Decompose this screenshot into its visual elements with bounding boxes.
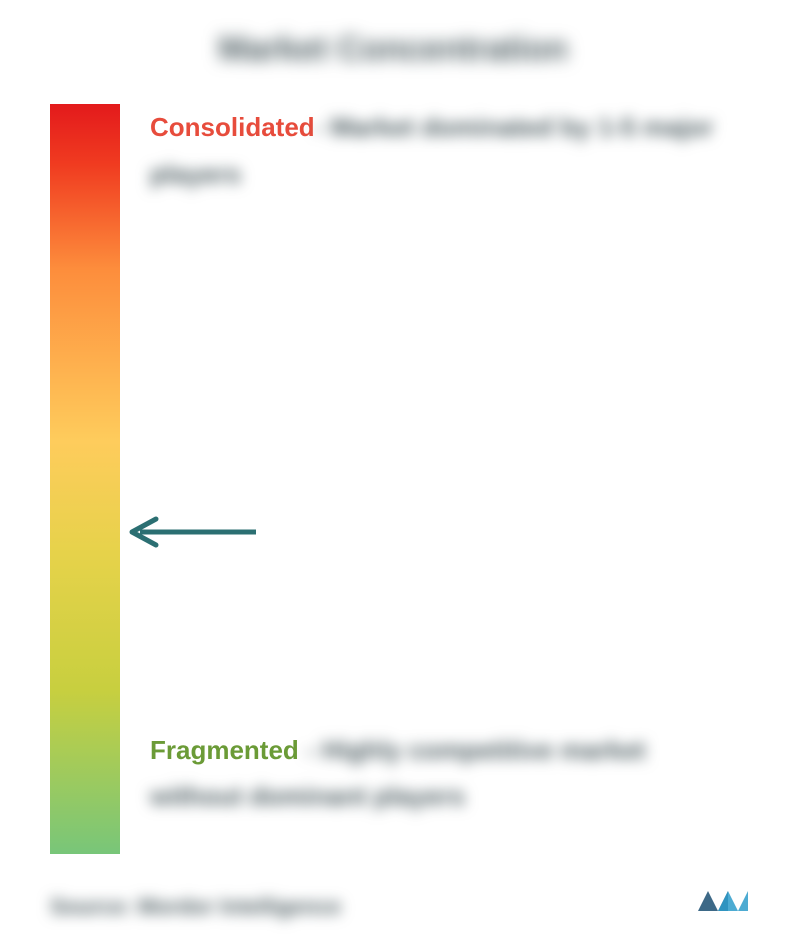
logo-icon xyxy=(694,881,758,917)
label-consolidated: Consolidated- Market dominated by 1-5 ma… xyxy=(150,104,726,198)
brand-logo xyxy=(694,881,758,922)
keyword-fragmented: Fragmented xyxy=(150,735,299,765)
chart-title: Market Concentration xyxy=(50,30,736,69)
scale-wrapper xyxy=(50,104,120,854)
label-consolidated-text: Consolidated- Market dominated by 1-5 ma… xyxy=(150,104,726,198)
labels-area: Consolidated- Market dominated by 1-5 ma… xyxy=(150,104,736,854)
gradient-scale xyxy=(50,104,120,854)
label-fragmented-text: Fragmented - Highly competitive market w… xyxy=(150,727,726,821)
keyword-consolidated: Consolidated xyxy=(150,112,315,142)
chart-content: Consolidated- Market dominated by 1-5 ma… xyxy=(50,104,736,854)
chart-container: Market Concentration Consolidated- Marke… xyxy=(0,0,786,934)
footer-source: Source: Mordor Intelligence xyxy=(50,894,341,920)
label-fragmented: Fragmented - Highly competitive market w… xyxy=(150,727,726,821)
